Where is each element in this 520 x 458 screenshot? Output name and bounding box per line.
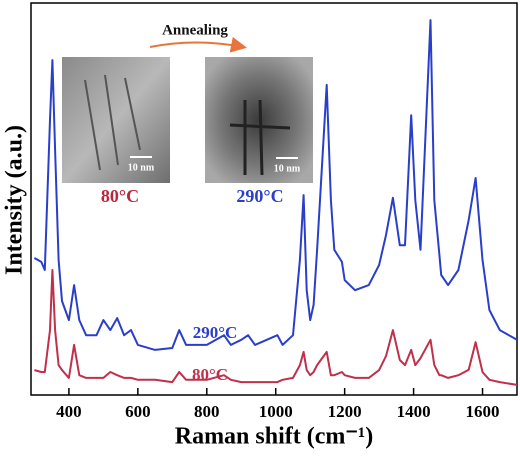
lattice-lines — [84, 74, 141, 171]
x-tick-label: 400 — [56, 402, 82, 421]
tem-image-after — [205, 57, 313, 183]
spectrum-line — [34, 269, 518, 386]
inset-label: 290°C — [236, 186, 283, 206]
y-axis-label: Intensity (a.u.) — [2, 125, 28, 275]
tem-image-before — [62, 57, 170, 183]
x-tick-label: 600 — [125, 402, 151, 421]
series-label: 80°C — [192, 365, 228, 384]
x-axis-label: Raman shift (cm⁻¹) — [175, 424, 374, 450]
lattice-lines — [229, 99, 291, 176]
scale-label: 10 nm — [128, 162, 155, 173]
x-tick-label: 800 — [194, 402, 220, 421]
annealing-arrow — [149, 36, 247, 53]
x-tick-label: 1200 — [328, 402, 362, 421]
x-tick-label: 1000 — [259, 402, 293, 421]
series-label: 290°C — [193, 323, 238, 342]
x-tick-label: 1400 — [397, 402, 431, 421]
x-tick-label: 1600 — [466, 402, 500, 421]
plot-area — [33, 19, 518, 386]
scale-label: 10 nm — [274, 163, 301, 174]
plot-frame — [30, 2, 518, 396]
arrow-label: Annealing — [162, 22, 228, 38]
inset-label: 80°C — [101, 186, 139, 206]
spectrum-line — [33, 19, 518, 351]
